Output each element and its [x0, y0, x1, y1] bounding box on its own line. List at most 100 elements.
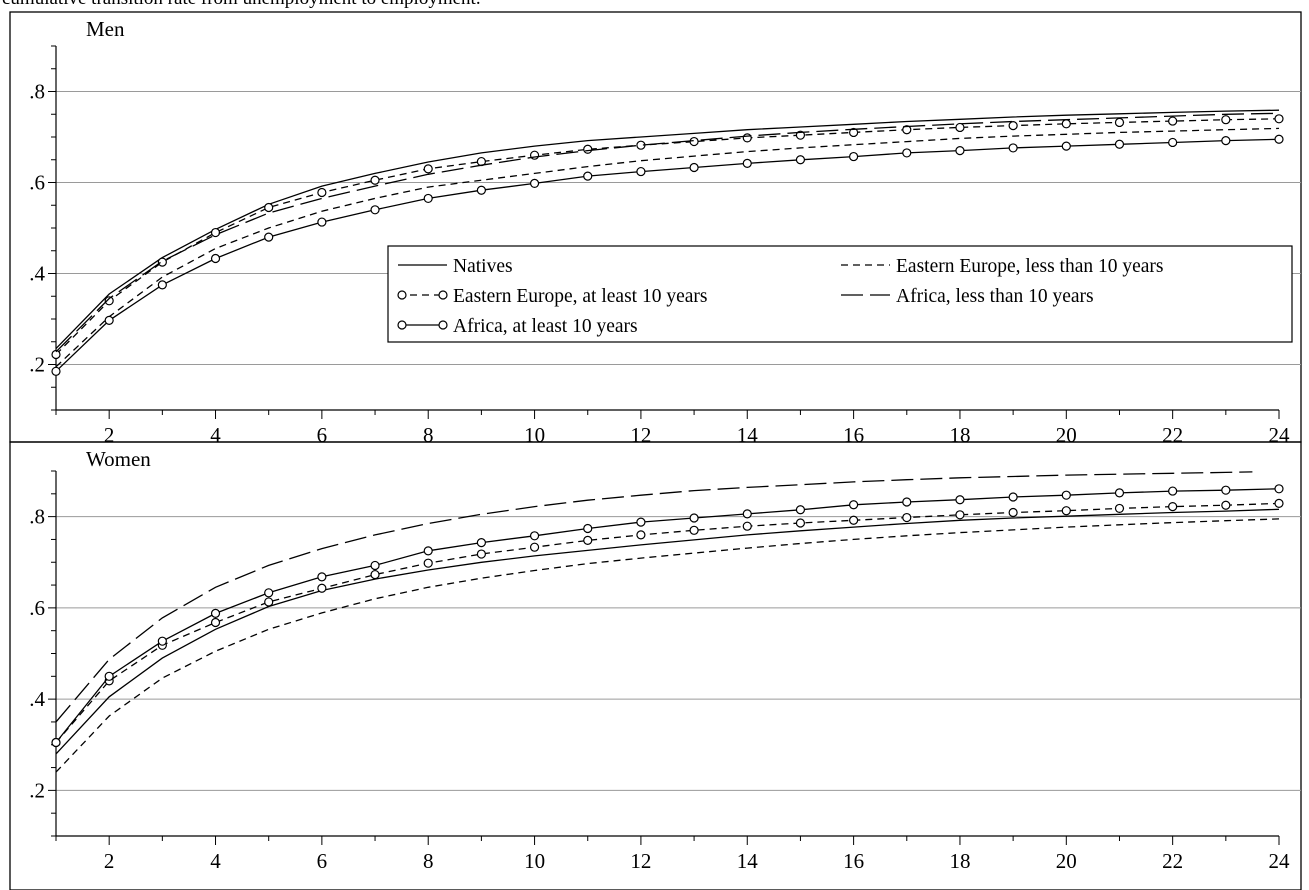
- x-tick-label: 8: [423, 423, 434, 447]
- x-tick-label: 6: [317, 849, 328, 873]
- data-point-eastern-europe-at-least-10-years: [423, 164, 433, 174]
- series-line-africa-less-than-10-years: [55, 112, 1280, 353]
- legend-box: [387, 245, 1293, 343]
- data-point-africa-at-least-10-years: [742, 158, 752, 168]
- y-tick-label: .8: [29, 80, 45, 104]
- series-line-eastern-europe-less-than-10-years: [55, 518, 1280, 773]
- data-point-eastern-europe-at-least-10-years: [51, 349, 61, 360]
- series-line-africa-at-least-10-years: [55, 138, 1280, 372]
- data-point-eastern-europe-at-least-10-years: [1274, 114, 1284, 124]
- x-tick-label: 8: [423, 849, 434, 873]
- data-point-eastern-europe-at-least-10-years: [476, 549, 486, 559]
- data-point-eastern-europe-at-least-10-years: [104, 296, 114, 306]
- x-tick-label: 18: [949, 849, 970, 873]
- legend-label-africa-less-10: Africa, less than 10 years: [896, 286, 1094, 307]
- data-point-africa-at-least-10-years: [1008, 492, 1018, 502]
- data-point-eastern-europe-at-least-10-years: [1061, 506, 1071, 516]
- data-point-eastern-europe-at-least-10-years: [955, 122, 965, 133]
- series-line-africa-less-than-10-years: [55, 471, 1253, 723]
- data-point-africa-at-least-10-years: [849, 500, 859, 510]
- panel-frame: [9, 11, 1302, 443]
- data-point-africa-at-least-10-years: [423, 546, 433, 556]
- data-point-africa-at-least-10-years: [795, 505, 806, 515]
- x-tick-label: 10: [524, 423, 545, 447]
- data-point-eastern-europe-at-least-10-years: [1221, 115, 1231, 125]
- data-point-africa-at-least-10-years: [955, 495, 965, 505]
- data-point-eastern-europe-at-least-10-years: [210, 617, 221, 628]
- data-point-africa-at-least-10-years: [423, 193, 433, 204]
- data-point-africa-at-least-10-years: [476, 185, 486, 195]
- data-point-africa-at-least-10-years: [210, 253, 221, 264]
- data-point-eastern-europe-at-least-10-years: [1168, 116, 1178, 126]
- data-point-africa-at-least-10-years: [742, 509, 752, 519]
- legend-marker-africa-at-least-10-years: [397, 320, 407, 330]
- data-point-africa-at-least-10-years: [1114, 488, 1125, 498]
- series-line-eastern-europe-less-than-10-years: [55, 127, 1280, 368]
- data-point-africa-at-least-10-years: [636, 517, 646, 527]
- data-point-africa-at-least-10-years: [849, 151, 859, 162]
- x-tick-label: 20: [1056, 423, 1077, 447]
- x-tick-label: 18: [949, 423, 970, 447]
- series-line-natives: [55, 109, 1280, 350]
- y-tick-label: .4: [29, 687, 45, 711]
- x-tick-label: 12: [630, 423, 651, 447]
- data-point-eastern-europe-at-least-10-years: [849, 127, 859, 138]
- data-point-africa-at-least-10-years: [583, 171, 593, 181]
- data-point-africa-at-least-10-years: [529, 531, 540, 541]
- data-point-africa-at-least-10-years: [1221, 136, 1231, 146]
- legend-label-eastern-europe-at-least-10: Eastern Europe, at least 10 years: [453, 286, 707, 307]
- legend-label-africa-at-least-10: Africa, at least 10 years: [453, 316, 638, 337]
- x-tick-label: 4: [210, 849, 221, 873]
- x-tick-label: 4: [210, 423, 221, 447]
- data-point-africa-at-least-10-years: [902, 497, 912, 507]
- data-point-africa-at-least-10-years: [476, 538, 486, 548]
- data-point-eastern-europe-at-least-10-years: [1114, 117, 1125, 128]
- x-tick-label: 10: [524, 849, 545, 873]
- data-point-eastern-europe-at-least-10-years: [210, 227, 221, 238]
- x-tick-label: 22: [1162, 849, 1183, 873]
- data-point-eastern-europe-at-least-10-years: [689, 136, 699, 147]
- x-tick-label: 2: [104, 423, 115, 447]
- data-point-eastern-europe-at-least-10-years: [583, 535, 593, 545]
- data-point-africa-at-least-10-years: [104, 671, 114, 681]
- data-point-africa-at-least-10-years: [689, 513, 699, 523]
- data-point-africa-at-least-10-years: [529, 178, 540, 189]
- figure-caption: cumulative transition rate from unemploy…: [2, 0, 481, 10]
- data-point-eastern-europe-at-least-10-years: [317, 583, 327, 593]
- data-point-eastern-europe-at-least-10-years: [370, 569, 380, 580]
- series-line-eastern-europe-at-least-10-years: [55, 502, 1280, 743]
- x-tick-label: 24: [1269, 849, 1291, 873]
- data-point-africa-at-least-10-years: [264, 232, 274, 242]
- y-tick-label: .4: [29, 262, 45, 286]
- data-point-eastern-europe-at-least-10-years: [423, 558, 433, 568]
- x-tick-label: 14: [737, 423, 759, 447]
- legend: Natives Eastern Europe, less than 10 yea…: [387, 245, 1293, 343]
- data-point-africa-at-least-10-years: [317, 572, 327, 582]
- data-point-africa-at-least-10-years: [370, 205, 380, 215]
- data-point-africa-at-least-10-years: [157, 636, 167, 646]
- x-tick-label: 16: [843, 423, 864, 447]
- data-point-africa-at-least-10-years: [1168, 486, 1178, 496]
- data-point-africa-at-least-10-years: [1061, 141, 1071, 151]
- series-line-africa-at-least-10-years: [55, 488, 1280, 743]
- data-point-eastern-europe-at-least-10-years: [636, 530, 646, 540]
- data-point-africa-at-least-10-years: [689, 162, 699, 173]
- data-point-africa-at-least-10-years: [636, 166, 646, 177]
- data-point-eastern-europe-at-least-10-years: [1114, 503, 1125, 514]
- x-tick-label: 12: [630, 849, 651, 873]
- legend-label-natives: Natives: [453, 256, 513, 277]
- data-point-africa-at-least-10-years: [370, 560, 380, 571]
- panel-frame: [9, 441, 1302, 890]
- data-point-africa-at-least-10-years: [583, 523, 593, 534]
- data-point-africa-at-least-10-years: [1008, 143, 1018, 153]
- data-point-eastern-europe-at-least-10-years: [583, 144, 593, 154]
- men-panel: Men .2.4.6.82 4 6 8 10 12 14 16 18 20 22 24: [9, 11, 1302, 447]
- x-tick-label: 20: [1056, 849, 1077, 873]
- data-point-eastern-europe-at-least-10-years: [742, 133, 752, 143]
- data-point-eastern-europe-at-least-10-years: [370, 175, 380, 185]
- data-point-africa-at-least-10-years: [104, 315, 114, 325]
- data-point-eastern-europe-at-least-10-years: [1221, 500, 1231, 510]
- x-tick-label: 6: [317, 423, 328, 447]
- data-point-eastern-europe-at-least-10-years: [689, 525, 699, 535]
